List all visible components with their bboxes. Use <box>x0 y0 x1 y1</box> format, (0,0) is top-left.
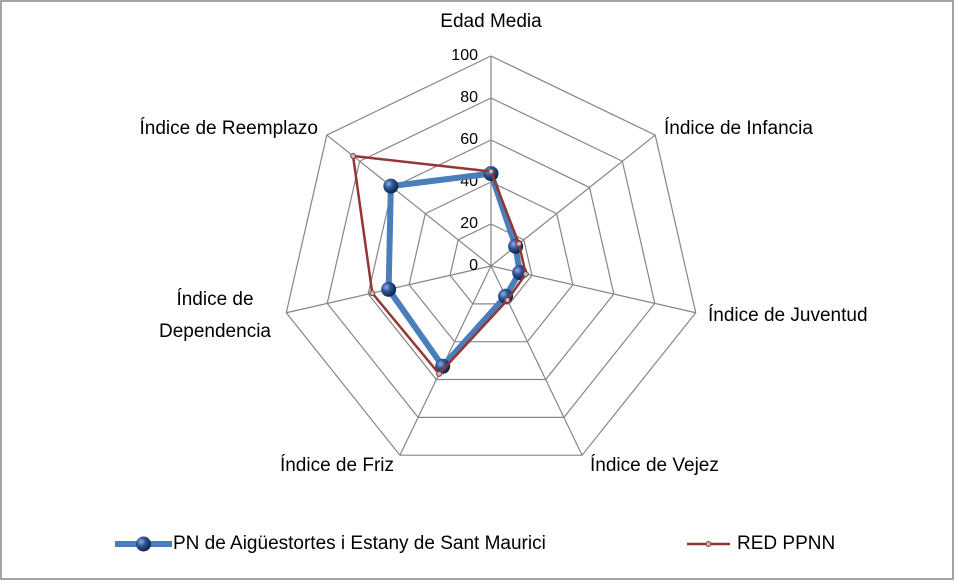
marker <box>436 370 443 377</box>
marker <box>383 178 399 194</box>
marker <box>504 297 511 304</box>
legend-label: RED PPNN <box>737 533 835 554</box>
category-label: Edad Media <box>440 11 542 32</box>
tick-label: 100 <box>451 47 478 64</box>
category-label: Índice de Juventud <box>708 305 868 326</box>
category-label: Índice de Friz <box>280 455 394 476</box>
marker <box>435 358 451 374</box>
series-line <box>351 154 528 376</box>
marker <box>515 240 522 247</box>
marker <box>522 270 529 277</box>
tick-label: 0 <box>469 257 478 274</box>
category-label: Índice de Infancia <box>664 118 813 139</box>
marker <box>381 281 397 297</box>
grid-ring <box>326 97 656 418</box>
marker <box>369 290 376 297</box>
tick-label: 80 <box>460 89 478 106</box>
marker <box>488 168 494 175</box>
marker <box>350 153 357 160</box>
grid-ring <box>408 181 574 343</box>
tick-label: 20 <box>460 215 478 232</box>
legend-marker <box>136 536 151 552</box>
legend-marker <box>705 541 712 547</box>
category-label: Índice de Reemplazo <box>140 118 319 139</box>
category-label: Índice de Vejez <box>590 455 719 476</box>
tick-label: 60 <box>460 131 478 148</box>
legend-label: PN de Aigüestortes i Estany de Sant Maur… <box>173 533 546 554</box>
grid-ring <box>285 55 697 456</box>
category-label: Índice de Dependencia <box>159 289 271 342</box>
grid-ring <box>449 223 533 305</box>
